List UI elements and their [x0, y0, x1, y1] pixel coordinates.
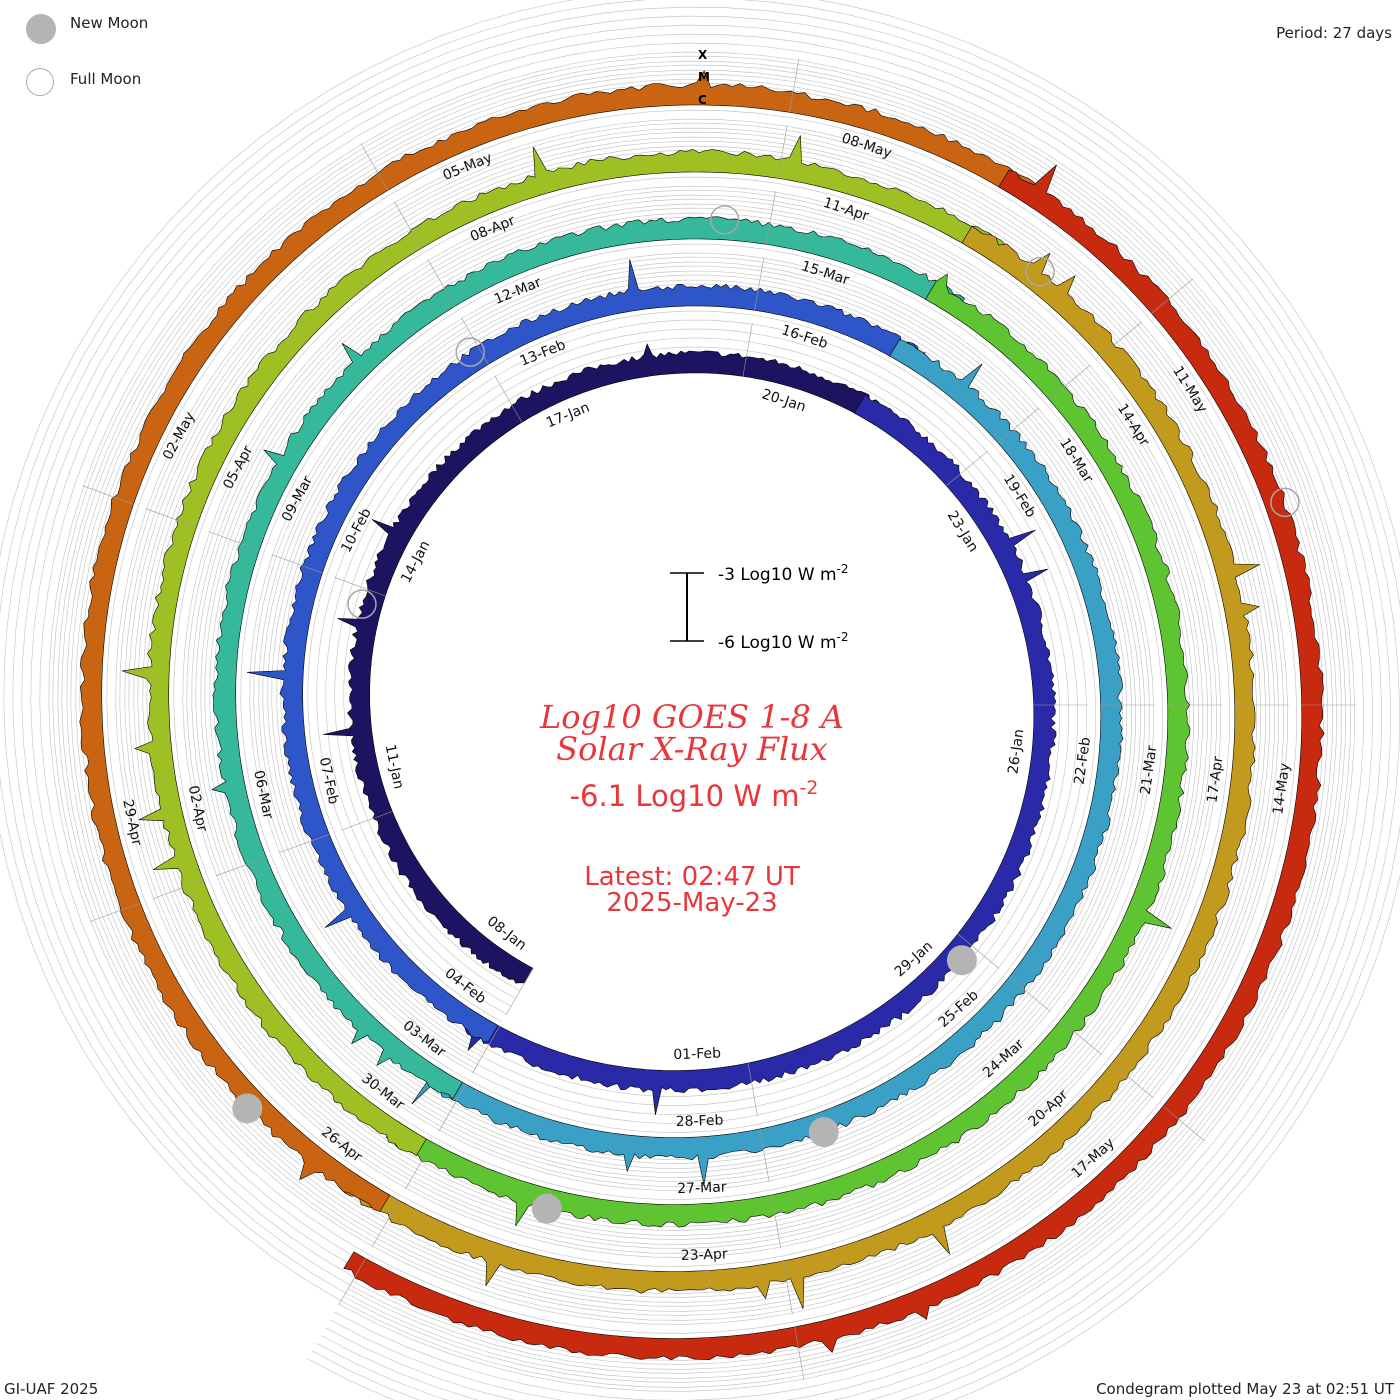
date-label: 22-Feb [1072, 736, 1094, 786]
flux-bands-layer [79, 70, 1325, 1361]
new-moon-marker [232, 1093, 263, 1124]
date-label: 06-Mar [250, 769, 276, 821]
date-label: 21-Mar [1138, 744, 1161, 795]
date-label: 11-Jan [382, 743, 407, 791]
period-label: Period: 27 days [1276, 24, 1392, 42]
new-moon-legend-label: New Moon [70, 14, 149, 32]
latest-time: Latest: 02:47 UT [584, 862, 800, 892]
scale-bottom-label: -6 Log10 W m-2 [718, 630, 849, 653]
date-label: 07-Feb [316, 756, 342, 806]
date-label: 29-Apr [119, 798, 144, 847]
date-label: 23-Apr [681, 1246, 729, 1264]
date-label: 17-Apr [1204, 755, 1226, 804]
day-spokes-layer [82, 59, 1356, 1381]
current-flux-value: -6.1 Log10 W m-2 [570, 777, 819, 813]
full-moon-marker [347, 589, 377, 619]
new-moon-marker [946, 945, 977, 976]
date-label: 14-May [1270, 762, 1293, 816]
center-title: Log10 GOES 1-8 A Solar X-Ray Flux [539, 698, 844, 768]
flare-class-labels: X M C [698, 48, 710, 107]
date-label: 02-Apr [185, 784, 210, 833]
plotted-timestamp: Condegram plotted May 23 at 02:51 UT [1096, 1380, 1394, 1398]
moon-markers-layer [232, 205, 1300, 1224]
full-moon-legend-icon [26, 68, 54, 96]
title-line-1: Log10 GOES 1-8 A [539, 698, 844, 736]
new-moon-marker [531, 1193, 562, 1224]
scale-top-label: -3 Log10 W m-2 [718, 562, 849, 585]
flux-band-segment [343, 164, 1325, 1361]
date-label: 01-Feb [673, 1045, 721, 1063]
full-moon-legend-label: Full Moon [70, 70, 142, 88]
full-moon-marker [1270, 487, 1300, 518]
date-label: 27-Mar [677, 1179, 727, 1197]
class-label-c: C [698, 93, 707, 107]
date-label: 28-Feb [675, 1112, 723, 1130]
title-line-2: Solar X-Ray Flux [556, 730, 828, 768]
scale-bar: -3 Log10 W m-2 -6 Log10 W m-2 [670, 562, 849, 653]
class-label-x: X [698, 48, 708, 62]
new-moon-marker [808, 1117, 839, 1148]
date-label: 26-Jan [1005, 728, 1027, 775]
full-moon-marker [1025, 256, 1055, 287]
full-moon-marker [455, 337, 485, 367]
full-moon-marker [709, 205, 740, 235]
date-label: 20-Jan [760, 386, 808, 415]
class-label-m: M [698, 70, 710, 84]
new-moon-legend-icon [26, 14, 56, 44]
latest-date: 2025-May-23 [606, 888, 777, 918]
credit-label: GI-UAF 2025 [4, 1380, 99, 1398]
